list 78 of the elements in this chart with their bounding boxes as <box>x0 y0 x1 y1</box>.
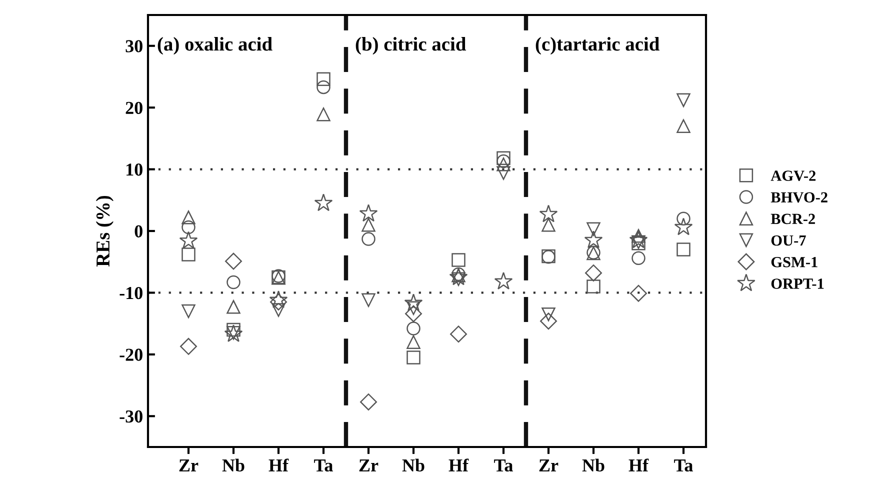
point <box>406 350 420 364</box>
point <box>182 304 196 318</box>
x-tick-label: Ta <box>674 460 693 472</box>
point <box>360 393 377 410</box>
point <box>359 204 378 222</box>
legend-label: AGV-2 <box>770 170 816 181</box>
point <box>362 232 376 246</box>
legend-label: BCR-2 <box>770 214 815 224</box>
point <box>405 305 422 322</box>
point <box>316 72 330 86</box>
x-tick-label: Nb <box>582 458 604 472</box>
point <box>226 300 240 314</box>
y-tick-label: -10 <box>120 286 142 300</box>
x-tick-label: Nb <box>402 458 424 472</box>
point <box>539 204 558 222</box>
point <box>449 268 468 286</box>
x-tick-label: Hf <box>268 458 289 472</box>
x-tick-label: Zr <box>359 460 378 472</box>
legend-label: OU-7 <box>771 235 806 246</box>
annotation: (b) citric acid <box>356 37 466 55</box>
point <box>496 154 510 168</box>
point <box>404 294 423 312</box>
x-tick-label: Ta <box>314 460 333 472</box>
point <box>494 272 513 290</box>
point <box>586 222 600 236</box>
point <box>269 290 288 308</box>
x-tick-label: Ta <box>494 460 513 472</box>
point <box>452 253 466 267</box>
point <box>180 338 197 355</box>
y-tick-label: 20 <box>126 102 142 114</box>
annotation: (a) oxalic acid <box>158 37 272 55</box>
x-tick-label: Zr <box>539 460 558 472</box>
point <box>676 93 690 108</box>
y-tick-label: 10 <box>126 164 142 176</box>
point <box>496 151 510 166</box>
point <box>450 326 467 343</box>
point <box>586 280 600 294</box>
x-tick-label: Hf <box>628 458 649 472</box>
point <box>676 119 690 133</box>
point <box>272 303 286 317</box>
point <box>270 293 287 310</box>
y-axis-title: REs (%) <box>96 196 114 267</box>
point <box>226 275 240 290</box>
point <box>584 230 603 248</box>
point <box>406 322 420 336</box>
annotation: (c)tartaric acid <box>536 37 660 55</box>
point <box>406 335 420 349</box>
point <box>362 293 376 307</box>
x-tick-label: Zr <box>179 460 198 472</box>
point <box>179 231 198 249</box>
point <box>362 218 376 232</box>
x-tick-label: Hf <box>448 458 469 472</box>
y-tick-label: 30 <box>126 40 142 52</box>
point <box>542 218 556 232</box>
y-tick-label: 0 <box>134 225 142 238</box>
x-tick-label: Nb <box>222 458 244 472</box>
point <box>316 80 330 94</box>
point <box>182 210 196 224</box>
point <box>632 251 646 266</box>
legend-label: BHVO-2 <box>770 192 828 203</box>
point <box>496 166 510 180</box>
legend-label: GSM-1 <box>771 256 818 268</box>
point <box>225 252 242 270</box>
y-tick-label: -20 <box>120 348 142 361</box>
point <box>540 312 557 330</box>
point <box>674 218 693 236</box>
point <box>316 107 330 122</box>
point <box>630 284 647 302</box>
legend-label: ORPT-1 <box>771 278 824 289</box>
y-tick-label: -30 <box>120 410 142 423</box>
point <box>182 220 196 234</box>
point <box>585 264 602 282</box>
point <box>676 242 690 256</box>
point <box>314 194 333 212</box>
point <box>496 157 510 172</box>
point <box>629 230 648 248</box>
point <box>676 212 690 226</box>
point <box>182 248 196 262</box>
